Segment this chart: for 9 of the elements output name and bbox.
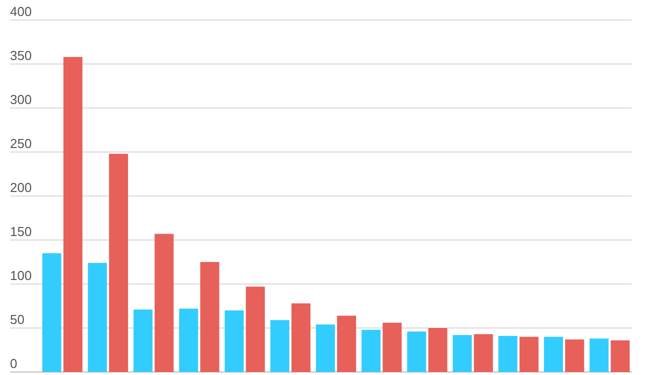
y-tick-label: 200 xyxy=(10,180,32,195)
y-tick-label: 50 xyxy=(10,312,24,327)
y-tick-label: 150 xyxy=(10,224,32,239)
y-tick-label: 100 xyxy=(10,268,32,283)
y-tick-label: 400 xyxy=(10,4,32,19)
y-tick-label: 300 xyxy=(10,92,32,107)
y-tick-label: 350 xyxy=(10,48,32,63)
y-tick-label: 0 xyxy=(10,356,18,371)
y-tick-label: 250 xyxy=(10,136,32,151)
